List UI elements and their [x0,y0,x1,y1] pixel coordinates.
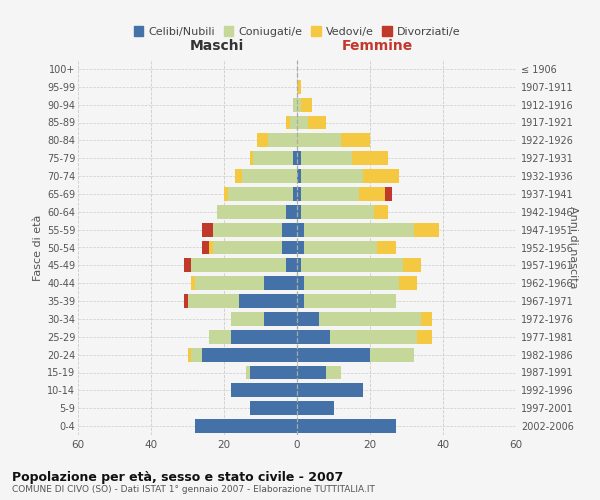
Bar [301,151,352,165]
Bar [290,116,297,130]
Legend: Celibi/Nubili, Coniugati/e, Vedovi/e, Divorziati/e: Celibi/Nubili, Coniugati/e, Vedovi/e, Di… [129,22,465,42]
Bar [246,366,250,380]
Bar [421,312,432,326]
Bar [326,366,341,380]
Bar [286,205,297,219]
Bar [297,151,301,165]
Bar [232,330,297,344]
Bar [191,258,286,272]
Bar [191,348,202,362]
Bar [264,276,297,290]
Bar [209,330,232,344]
Bar [195,276,264,290]
Text: Popolazione per età, sesso e stato civile - 2007: Popolazione per età, sesso e stato civil… [12,471,343,484]
Bar [232,384,297,398]
Text: COMUNE DI CIVO (SO) - Dati ISTAT 1° gennaio 2007 - Elaborazione TUTTITALIA.IT: COMUNE DI CIVO (SO) - Dati ISTAT 1° genn… [12,485,375,494]
Bar [377,240,395,254]
Bar [187,294,239,308]
Bar [370,348,414,362]
Y-axis label: Anni di nascita: Anni di nascita [568,206,578,289]
Bar [414,222,439,236]
Bar [293,98,297,112]
Bar [250,401,297,415]
Bar [362,169,399,183]
Bar [217,205,286,219]
Bar [202,240,209,254]
Bar [297,98,301,112]
Y-axis label: Fasce di età: Fasce di età [32,214,43,280]
Bar [301,98,311,112]
Bar [250,366,297,380]
Bar [286,116,290,130]
Bar [293,187,297,201]
Bar [301,187,359,201]
Bar [297,222,304,236]
Text: Maschi: Maschi [190,39,244,53]
Bar [202,222,213,236]
Bar [297,294,304,308]
Bar [304,294,395,308]
Bar [297,240,304,254]
Bar [184,294,187,308]
Bar [293,151,297,165]
Bar [399,276,418,290]
Bar [308,116,326,130]
Bar [232,312,264,326]
Bar [341,134,370,147]
Bar [286,258,297,272]
Bar [184,258,191,272]
Bar [301,169,362,183]
Bar [297,258,301,272]
Bar [297,366,326,380]
Bar [227,187,293,201]
Bar [297,187,301,201]
Bar [297,312,319,326]
Bar [297,330,330,344]
Bar [330,330,418,344]
Bar [264,312,297,326]
Bar [359,187,385,201]
Bar [235,169,242,183]
Bar [224,187,227,201]
Bar [209,240,213,254]
Bar [297,205,301,219]
Bar [195,419,297,433]
Bar [319,312,421,326]
Bar [253,151,293,165]
Bar [191,276,195,290]
Bar [297,80,301,94]
Bar [297,134,341,147]
Bar [242,169,297,183]
Bar [297,419,395,433]
Bar [301,205,374,219]
Bar [268,134,297,147]
Bar [352,151,388,165]
Bar [297,169,301,183]
Bar [257,134,268,147]
Text: Femmine: Femmine [341,39,413,53]
Bar [297,384,362,398]
Bar [283,222,297,236]
Bar [202,348,297,362]
Bar [301,258,403,272]
Bar [213,222,283,236]
Bar [297,348,370,362]
Bar [297,276,304,290]
Bar [374,205,388,219]
Bar [283,240,297,254]
Bar [304,222,414,236]
Bar [239,294,297,308]
Bar [297,401,334,415]
Bar [403,258,421,272]
Bar [304,240,377,254]
Bar [304,276,399,290]
Bar [187,348,191,362]
Bar [297,116,308,130]
Bar [418,330,432,344]
Bar [385,187,392,201]
Bar [250,151,253,165]
Bar [213,240,283,254]
